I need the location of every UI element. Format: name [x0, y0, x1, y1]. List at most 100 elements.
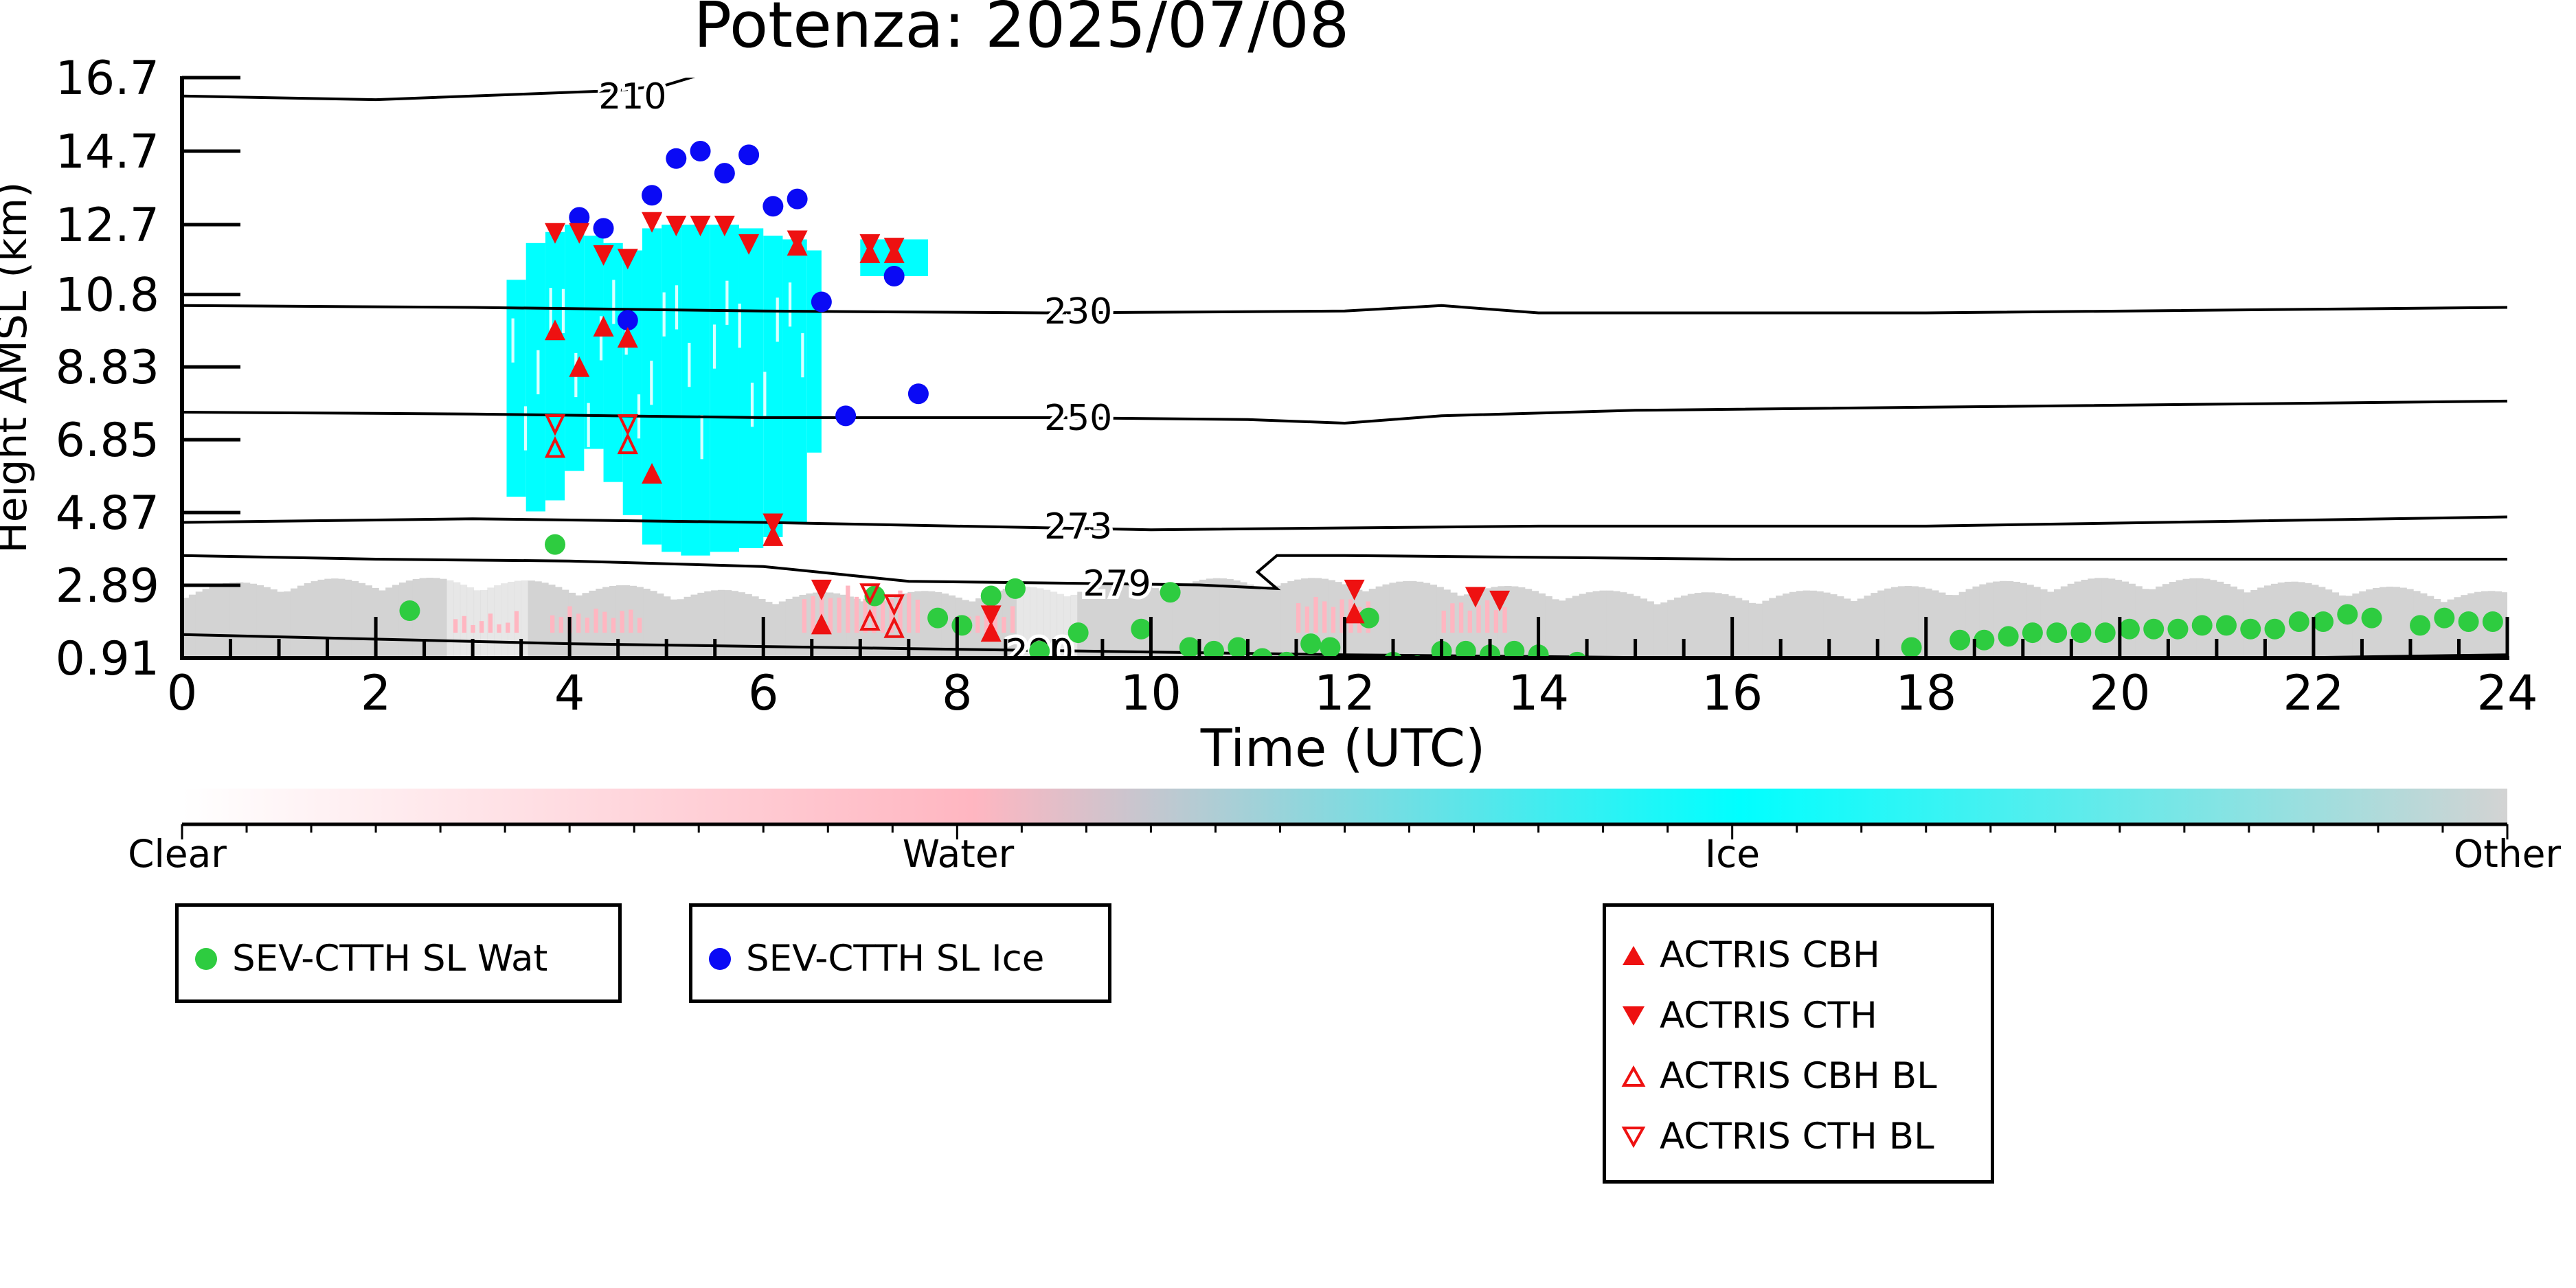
field-cell-water: [620, 611, 624, 633]
marker-sev-ctth-sl-wat: [2410, 615, 2431, 636]
field-cell-water: [1304, 606, 1310, 633]
field-cell-other: [1918, 587, 1925, 658]
marker-sev-ctth-sl-wat: [2288, 611, 2309, 633]
field-cell-other: [223, 583, 230, 658]
field-cell-ice: [662, 225, 681, 552]
field-cell-other: [1118, 581, 1125, 658]
marker-sev-ctth-sl-wat: [2313, 611, 2334, 633]
field-cell-other: [1803, 590, 1810, 658]
field-cell-water: [880, 595, 885, 633]
field-cell-other: [2501, 592, 2507, 658]
field-cell-other: [1890, 587, 1899, 658]
x-tick-label: 4: [554, 665, 585, 721]
y-tick-label: 12.7: [56, 199, 159, 253]
y-tick-label: 4.87: [56, 486, 159, 541]
field-cell-other: [1660, 602, 1668, 658]
field-cell-other: [1999, 580, 2007, 658]
marker-actris-cth: [787, 230, 808, 251]
field-cell-other: [2040, 589, 2048, 658]
marker-sev-ctth-sl-ice: [569, 207, 590, 228]
legend-satellite-ice: SEV-CTTH SL Ice: [689, 903, 1111, 1003]
marker-actris-cth: [762, 513, 784, 534]
field-cell-other: [1036, 588, 1044, 658]
marker-sev-ctth-sl-ice: [666, 148, 687, 169]
marker-actris-cth: [714, 216, 735, 237]
field-cell-other: [1301, 578, 1309, 658]
marker-sev-ctth-sl-ice: [787, 188, 808, 210]
field-cell-other: [202, 589, 210, 658]
field-cell-water: [1296, 603, 1301, 633]
field-cell-clear: [675, 285, 679, 330]
y-tick-label: 2.89: [56, 559, 159, 613]
marker-actris-cth-bl: [883, 594, 905, 616]
legend-label-cbh: ACTRIS CBH: [1660, 934, 1880, 976]
field-cell-other: [995, 590, 1004, 658]
field-cell-other: [338, 578, 346, 658]
field-cell-water: [629, 609, 633, 633]
field-cell-other: [752, 596, 759, 658]
contour-line: [182, 78, 696, 102]
field-cell-ice: [526, 242, 545, 512]
field-cell-other: [1979, 584, 1987, 658]
x-tick-label: 8: [942, 665, 973, 721]
marker-actris-cth-bl: [617, 414, 638, 436]
field-cell-other: [1864, 596, 1871, 658]
field-cell-other: [1850, 601, 1858, 658]
field-cell-other: [1206, 578, 1214, 658]
marker-actris-cbh-bl: [544, 436, 566, 458]
field-cell-other: [907, 591, 915, 658]
marker-sev-ctth-sl-ice: [835, 405, 857, 427]
field-cell-other: [629, 585, 637, 658]
field-cell-clear: [738, 303, 741, 348]
marker-actris-cbh: [569, 356, 590, 377]
marker-sev-ctth-sl-wat: [2361, 607, 2382, 629]
field-cell-clear: [788, 282, 792, 327]
field-cell-other: [385, 587, 393, 658]
field-cell-ice: [545, 231, 565, 501]
contour-line: [182, 304, 2507, 315]
field-cell-other: [2101, 578, 2109, 658]
marker-sev-ctth-sl-wat: [1029, 640, 1050, 658]
field-cell-other: [555, 587, 563, 658]
field-cell-other: [263, 587, 271, 658]
field-cell-other: [1932, 590, 1939, 658]
field-cell-other: [242, 583, 251, 658]
marker-sev-ctth-sl-ice: [714, 163, 735, 184]
field-cell-clear: [561, 289, 565, 333]
field-cell-other: [1904, 585, 1912, 658]
field-cell-other: [1626, 594, 1634, 658]
marker-actris-cbh: [1344, 602, 1365, 624]
field-cell-clear: [523, 406, 528, 451]
field-cell-water: [1340, 599, 1344, 633]
marker-sev-ctth-sl-wat: [951, 615, 973, 636]
marker-sev-ctth-sl-wat: [2434, 607, 2455, 629]
field-cell-other: [1986, 583, 1993, 658]
field-cell-other: [1125, 582, 1132, 658]
legend-actris: ACTRIS CBH ACTRIS CTH ACTRIS CBH BL ACTR…: [1603, 903, 1994, 1184]
field-cell-other: [188, 594, 196, 658]
marker-actris-cth: [545, 223, 566, 244]
field-cell-water: [1331, 607, 1336, 633]
field-cell-other: [1023, 587, 1030, 658]
field-cell-other: [2433, 598, 2441, 658]
field-cell-other: [2257, 587, 2265, 658]
field-cell-other: [1430, 585, 1437, 658]
field-cell-other: [270, 589, 278, 658]
field-cell-other: [1789, 591, 1797, 658]
marker-sev-ctth-sl-ice: [690, 141, 711, 162]
field-cell-other: [501, 583, 508, 658]
field-cell-other: [846, 596, 854, 658]
field-cell-other: [229, 582, 237, 658]
field-cell-other: [717, 589, 725, 658]
field-cell-other: [1504, 585, 1512, 658]
x-tick-label: 6: [748, 665, 779, 721]
field-cell-other: [1620, 592, 1627, 658]
field-cell-water: [993, 615, 997, 633]
field-cell-water: [828, 598, 833, 633]
field-cell-other: [771, 604, 780, 658]
field-cell-other: [2426, 596, 2434, 658]
marker-actris-cth: [1489, 590, 1511, 611]
field-cell-other: [1694, 593, 1702, 658]
field-cell-other: [277, 591, 284, 658]
field-cell-other: [1403, 580, 1410, 658]
